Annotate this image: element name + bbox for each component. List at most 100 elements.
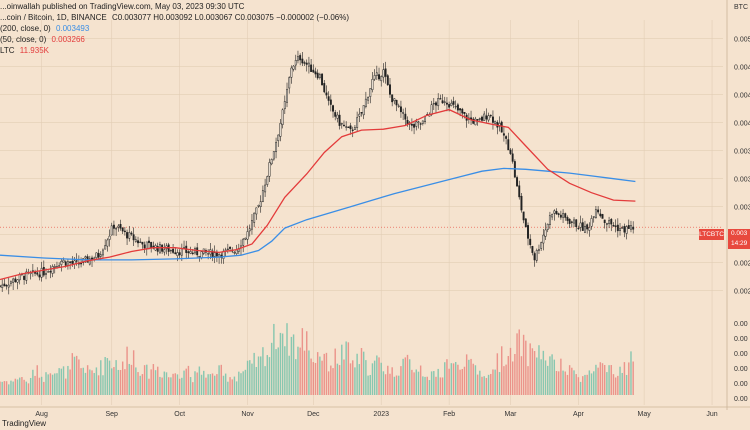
volume-bar: [549, 356, 551, 395]
volume-bar: [209, 374, 212, 395]
volume-bar: [461, 369, 463, 395]
ma50-legend[interactable]: (50, close, 0) 0.003266: [0, 35, 88, 45]
candle-body: [509, 149, 512, 154]
volume-bar: [222, 375, 225, 395]
candle-body: [316, 72, 319, 79]
volume-bar: [630, 351, 632, 395]
volume-bar: [520, 356, 523, 395]
volume-bar: [80, 368, 82, 395]
volume-bar: [321, 360, 323, 395]
candle-body: [520, 195, 523, 211]
volume-tick-label: 0.00: [734, 396, 748, 403]
candle-body: [619, 228, 621, 231]
volume-bar: [347, 342, 350, 395]
candle-body: [461, 108, 464, 114]
volume-bar: [279, 332, 282, 395]
volume-bar: [273, 323, 275, 395]
y-tick-label: 0.003: [734, 177, 750, 184]
volume-bar: [362, 351, 365, 395]
volume-bar: [297, 346, 299, 395]
volume-bar: [338, 365, 341, 395]
volume-bar: [124, 369, 126, 395]
candle-body: [336, 114, 339, 119]
volume-bar: [584, 374, 586, 395]
candle-body: [439, 98, 442, 100]
candle-body: [156, 246, 159, 252]
candle-body: [380, 76, 383, 82]
x-tick-label: Apr: [573, 411, 585, 418]
volume-bar: [448, 368, 450, 395]
volume-bar: [490, 373, 492, 395]
volume-bar: [106, 358, 109, 395]
volume-bar: [325, 352, 328, 395]
candle-body: [535, 250, 538, 261]
candle-body: [187, 251, 190, 254]
volume-value: 11.935K: [19, 46, 49, 55]
volume-bar: [597, 367, 599, 395]
volume-bar: [38, 377, 41, 395]
ma200-legend[interactable]: (200, close, 0) 0.003493: [0, 24, 92, 34]
candle-body: [294, 59, 297, 66]
y-tick-label: 0.002: [734, 289, 750, 296]
candle-body: [358, 113, 361, 117]
candle-body: [343, 124, 345, 127]
volume-bar: [404, 357, 407, 395]
candle-body: [40, 268, 43, 278]
volume-bar: [198, 366, 201, 395]
volume-bar: [49, 373, 52, 395]
volume-bar: [373, 360, 376, 395]
candle-body: [128, 232, 131, 239]
volume-bar: [577, 377, 580, 395]
volume-bar: [332, 368, 334, 395]
axis-currency-label: BTC: [734, 4, 748, 11]
volume-bar: [231, 379, 233, 395]
volume-bar: [619, 366, 621, 395]
candle-body: [621, 227, 624, 229]
volume-bar: [540, 359, 542, 395]
candle-body: [476, 119, 479, 121]
candle-body: [630, 225, 632, 230]
candle-body: [279, 123, 282, 137]
candle-body: [581, 222, 584, 231]
volume-bar: [408, 359, 411, 395]
candle-body: [435, 102, 437, 106]
candle-body: [353, 127, 356, 130]
last-price-value: 0.003: [731, 230, 748, 237]
volume-bar: [104, 357, 106, 395]
candle-body: [538, 249, 540, 251]
candle-body: [121, 227, 124, 232]
volume-bar: [376, 355, 378, 395]
volume-bar: [557, 371, 560, 395]
candle-body: [95, 252, 98, 258]
candle-body: [362, 105, 365, 116]
volume-bar: [494, 369, 496, 395]
x-tick-label: Dec: [307, 411, 320, 418]
candle-body: [174, 252, 177, 255]
candle-body: [235, 249, 238, 254]
candle-body: [310, 64, 313, 72]
volume-bar: [54, 373, 56, 395]
volume-bar: [479, 370, 481, 395]
volume-bar: [192, 382, 194, 395]
candle-body: [14, 278, 17, 282]
volume-bar: [334, 348, 336, 395]
volume-bar: [316, 352, 319, 395]
volume-bar: [430, 371, 433, 395]
volume-bar: [398, 375, 400, 395]
volume-legend[interactable]: LTC 11.935K: [0, 46, 52, 56]
volume-bar: [143, 365, 146, 395]
volume-bar: [474, 365, 477, 395]
footer-bar: TradingView: [0, 418, 750, 430]
candle-body: [456, 104, 459, 111]
candle-body: [421, 120, 424, 124]
candle-body: [590, 218, 593, 227]
candle-body: [268, 162, 271, 177]
volume-bar: [391, 367, 393, 395]
volume-bar: [154, 370, 157, 395]
candle-body: [108, 235, 111, 240]
candle-body: [71, 260, 74, 264]
candle-body: [42, 267, 45, 276]
volume-bar: [303, 350, 306, 395]
volume-bar: [32, 369, 34, 395]
